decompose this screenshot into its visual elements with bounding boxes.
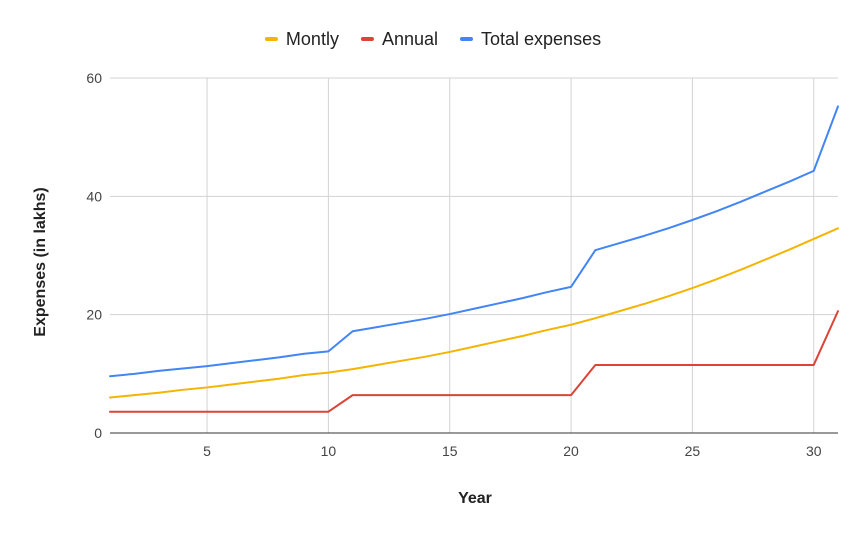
legend-marker — [460, 37, 473, 41]
x-tick-label: 20 — [563, 443, 579, 459]
series-line-annual — [109, 310, 839, 413]
x-tick-label: 15 — [442, 443, 458, 459]
y-tick-label: 20 — [86, 307, 102, 323]
x-tick-label: 25 — [685, 443, 701, 459]
y-axis-ticks: 0 20 40 60 — [86, 70, 102, 441]
legend-label: Montly — [286, 29, 339, 49]
x-tick-label: 10 — [321, 443, 337, 459]
x-tick-label: 5 — [203, 443, 211, 459]
x-axis-ticks: 5 10 15 20 25 30 — [203, 443, 822, 459]
y-tick-label: 0 — [94, 425, 102, 441]
series-line-montly — [109, 227, 839, 399]
y-tick-label: 40 — [86, 188, 102, 204]
chart-series — [109, 105, 839, 413]
chart-legend: Montly Annual Total expenses — [264, 29, 601, 49]
legend-marker — [264, 37, 278, 41]
y-tick-label: 60 — [86, 70, 102, 86]
legend-label: Annual — [382, 29, 438, 49]
x-axis-title: Year — [458, 490, 492, 507]
legend-marker — [360, 37, 374, 41]
legend-label: Total expenses — [481, 29, 601, 49]
series-line-total-expenses — [109, 105, 839, 378]
chart-grid — [110, 77, 838, 433]
x-tick-label: 30 — [806, 443, 822, 459]
y-axis-title: Expenses (in lakhs) — [32, 187, 49, 336]
